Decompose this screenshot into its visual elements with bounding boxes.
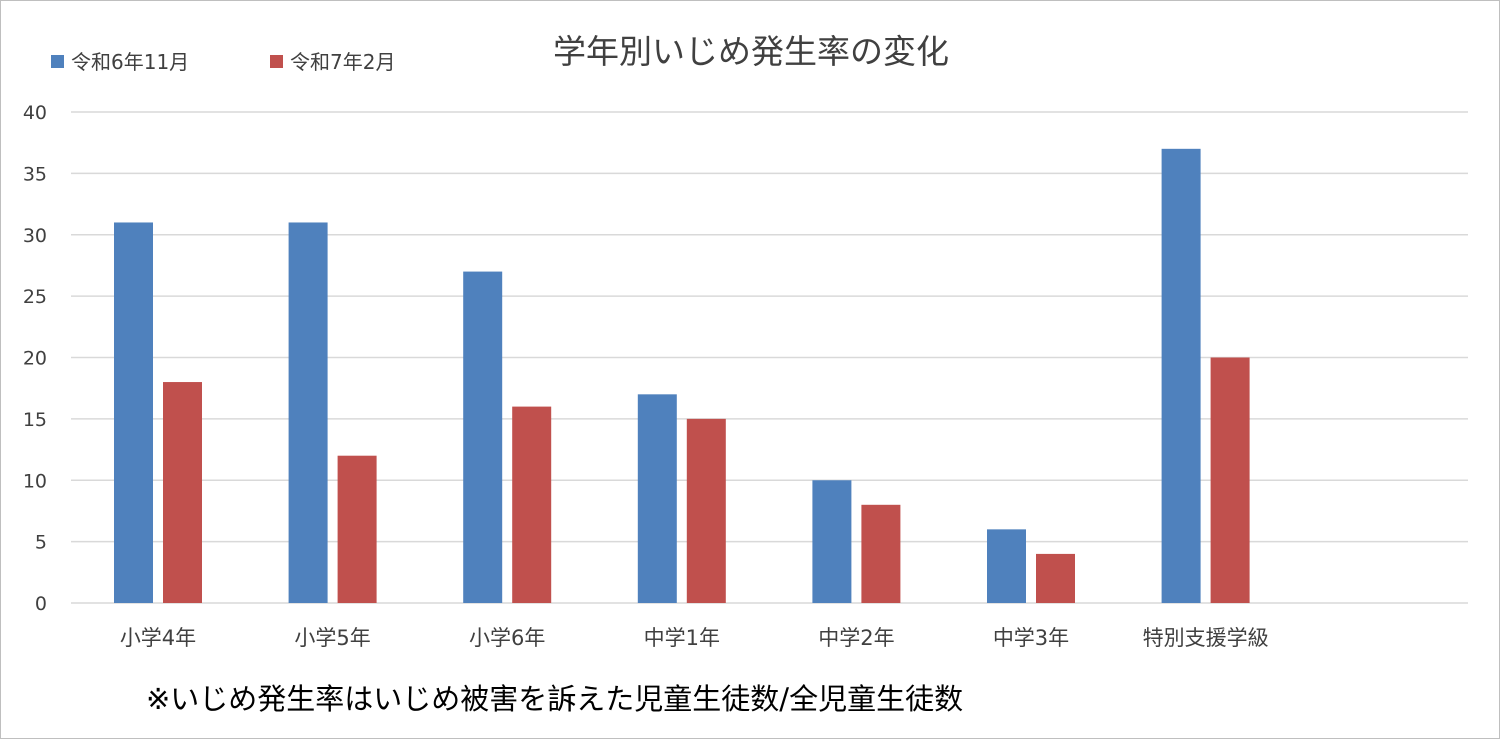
legend-swatch — [270, 55, 283, 68]
x-tick-label: 中学3年 — [993, 626, 1069, 650]
y-tick-label: 15 — [23, 409, 47, 431]
x-tick-label: 小学5年 — [294, 626, 370, 650]
bar-series1 — [637, 394, 677, 603]
legend-swatch — [51, 55, 64, 68]
bar-series2 — [686, 418, 726, 603]
bar-series1 — [987, 529, 1026, 603]
bar-series2 — [861, 504, 901, 603]
y-tick-label: 25 — [23, 286, 47, 308]
legend: 令和6年11月 令和7年2月 — [51, 50, 395, 74]
x-axis-tick-labels: 小学4年 小学5年 小学6年 中学1年 中学2年 中学3年 特別支援学級 — [120, 626, 1269, 650]
chart-title: 学年別いじめ発生率の変化 — [553, 32, 949, 71]
bar-series1 — [463, 271, 503, 603]
legend-label: 令和7年2月 — [290, 50, 395, 74]
y-axis-tick-labels: 0 5 10 15 20 25 30 35 40 — [23, 102, 47, 615]
gridlines — [71, 111, 1468, 604]
bar-series2 — [512, 406, 552, 603]
bar-series1 — [114, 222, 153, 603]
bar-series2 — [1036, 553, 1075, 603]
x-tick-label: 中学2年 — [818, 626, 894, 650]
y-tick-label: 5 — [35, 532, 47, 554]
bars — [114, 148, 1250, 603]
x-tick-label: 小学6年 — [469, 626, 545, 650]
y-tick-label: 0 — [35, 593, 47, 615]
x-tick-label: 特別支援学級 — [1143, 626, 1269, 650]
bar-series1 — [1161, 148, 1201, 603]
legend-label: 令和6年11月 — [71, 50, 189, 74]
x-tick-label: 中学1年 — [644, 626, 720, 650]
bar-series2 — [1210, 357, 1250, 603]
bar-series2 — [337, 455, 377, 603]
bar-series1 — [812, 480, 852, 603]
bar-series2 — [163, 382, 202, 603]
y-tick-label: 40 — [23, 102, 47, 124]
y-tick-label: 30 — [23, 225, 47, 247]
x-tick-label: 小学4年 — [120, 626, 196, 650]
y-tick-label: 35 — [23, 163, 47, 185]
y-tick-label: 20 — [23, 348, 47, 370]
bar-series1 — [288, 222, 328, 603]
footnote: ※いじめ発生率はいじめ被害を訴えた児童生徒数/全児童生徒数 — [146, 682, 963, 716]
y-tick-label: 10 — [23, 470, 47, 492]
